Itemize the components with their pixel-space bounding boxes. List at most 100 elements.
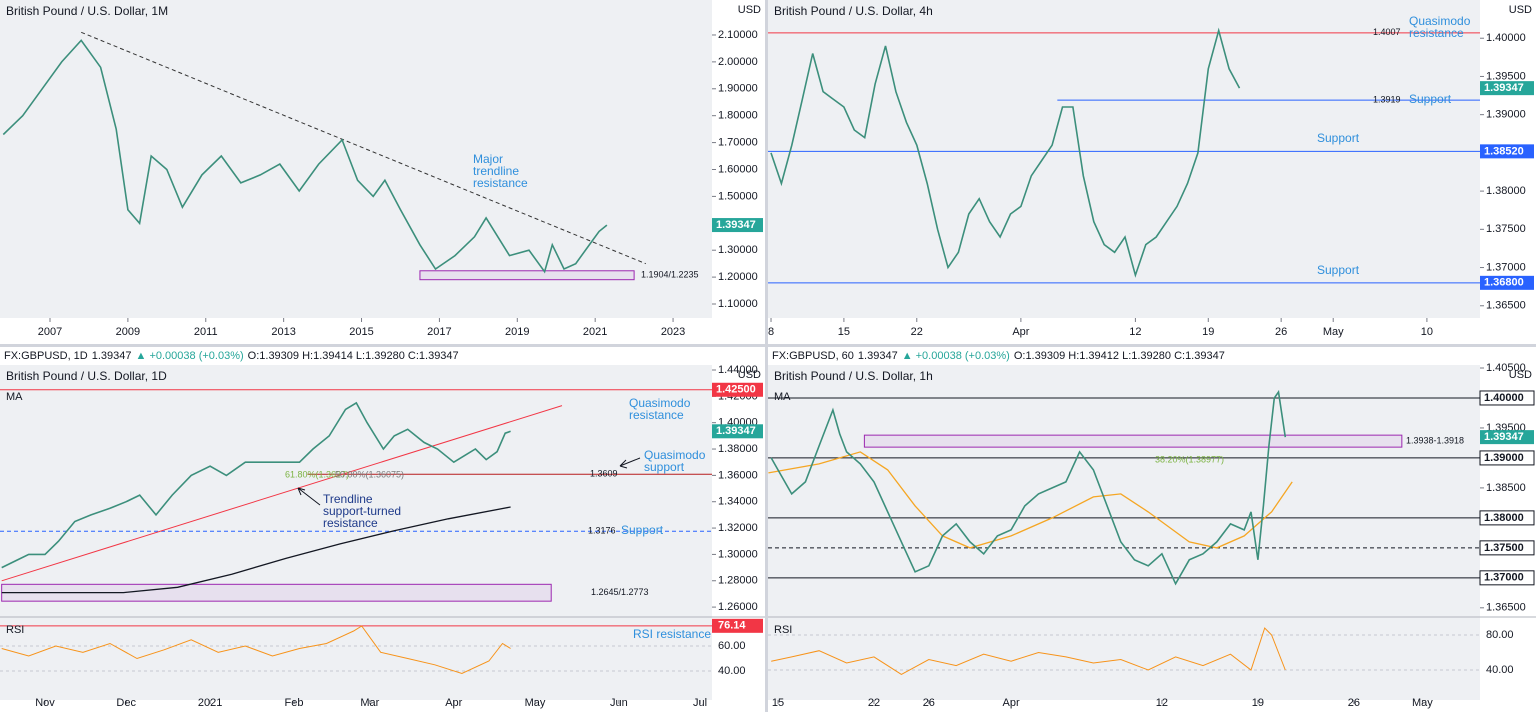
annotation: trendline xyxy=(473,164,519,178)
y-tick-label: 1.37500 xyxy=(1486,223,1526,235)
x-tick-label: 19 xyxy=(1252,697,1264,709)
level-label: 1.3609 xyxy=(590,469,618,479)
x-tick-label: 19 xyxy=(1202,326,1214,338)
x-tick-label: 22 xyxy=(911,326,923,338)
y-tick-label: 1.34000 xyxy=(718,496,758,508)
price-badge xyxy=(1479,450,1535,466)
zone-label: 1.3938-1.3918 xyxy=(1406,436,1464,446)
y-tick-label: 1.10000 xyxy=(718,298,758,310)
y-tick-label: 1.80000 xyxy=(718,110,758,122)
y-tick-label: 1.38000 xyxy=(718,443,758,455)
y-tick-label: 1.39000 xyxy=(1486,109,1526,121)
x-tick-label: May xyxy=(1323,326,1344,338)
price-badge-label: 1.38520 xyxy=(1484,145,1524,157)
level-label: 1.3919 xyxy=(1373,95,1401,105)
price-badge xyxy=(712,424,763,439)
annotation: support-turned xyxy=(323,504,401,518)
vertical-divider xyxy=(765,0,768,712)
ma-label: MA xyxy=(774,391,791,403)
price-badge xyxy=(1479,390,1535,406)
x-tick-label: 26 xyxy=(1275,326,1287,338)
price-line xyxy=(1,401,511,569)
y-tick-label: 1.26000 xyxy=(718,601,758,613)
plot-area xyxy=(768,365,1480,700)
x-tick-label: Dec xyxy=(116,697,136,709)
price-line xyxy=(770,389,1287,586)
annotation: 61.80%(1.3627) xyxy=(285,469,349,479)
y-tick-label: 1.90000 xyxy=(718,83,758,95)
y-tick-label: 1.44000 xyxy=(718,364,758,376)
annotation: Major xyxy=(473,152,503,166)
rsi-badge xyxy=(712,618,763,633)
moving-average xyxy=(1,506,511,594)
rsi-badge-label: 76.14 xyxy=(718,620,746,632)
annotation: resistance xyxy=(629,408,684,422)
rsi-label: RSI xyxy=(774,624,792,636)
price-badge-label: 1.36800 xyxy=(1484,277,1524,289)
price-pane xyxy=(768,27,1480,284)
x-tick-label: 8 xyxy=(768,326,774,338)
plot-area xyxy=(0,0,712,318)
x-tick-label: 2013 xyxy=(271,326,295,338)
x-tick-label: 2015 xyxy=(349,326,373,338)
price-line xyxy=(2,39,608,274)
annotation: Support xyxy=(621,523,664,537)
rsi-tick-label: 80.00 xyxy=(1486,629,1514,641)
y-tick-label: 1.36500 xyxy=(1486,602,1526,614)
x-tick-label: 2017 xyxy=(427,326,451,338)
price-badge xyxy=(1479,540,1535,556)
x-tick-label: Apr xyxy=(1003,697,1020,709)
header-price: 1.39347 xyxy=(858,350,898,362)
annotation: Support xyxy=(1317,131,1360,145)
rsi-tick-label: 60.00 xyxy=(718,640,746,652)
moving-average xyxy=(768,451,1293,549)
y-tick-label: 1.30000 xyxy=(718,244,758,256)
annotation: support xyxy=(644,460,685,474)
panel-title: British Pound / U.S. Dollar, 1D xyxy=(6,369,167,383)
price-pane xyxy=(768,389,1480,586)
annotation: Quasimodo xyxy=(1409,14,1471,28)
y-tick-label: 1.37000 xyxy=(1486,261,1526,273)
rsi-label: RSI xyxy=(6,624,24,636)
x-tick-label: 2009 xyxy=(116,326,140,338)
x-tick-label: 26 xyxy=(923,697,935,709)
price-badge xyxy=(1479,570,1535,586)
y-tick-label: 1.20000 xyxy=(718,271,758,283)
rsi-line xyxy=(1,625,511,675)
price-badge-label: 1.38000 xyxy=(1484,512,1524,524)
symbol-header: FX:GBPUSD, 1D 1.39347 ▲ +0.00038 (+0.03%) O… xyxy=(4,350,459,362)
symbol-header: FX:GBPUSD, 60 1.39347 ▲ +0.00038 (+0.03%) O… xyxy=(772,350,1225,362)
zone-box xyxy=(419,270,635,281)
zone-box xyxy=(863,434,1403,448)
x-tick-label: Jul xyxy=(693,697,707,709)
price-badge xyxy=(1479,510,1535,526)
panel-title: British Pound / U.S. Dollar, 1h xyxy=(774,369,933,383)
y-tick-label: 2.00000 xyxy=(718,56,758,68)
annotation: 38.20%(1.38977) xyxy=(1155,454,1224,464)
header-symbol: FX:GBPUSD, 60 xyxy=(772,350,854,362)
ma-label: MA xyxy=(6,391,23,403)
price-badge xyxy=(712,382,763,397)
y-tick-label: 1.32000 xyxy=(718,522,758,534)
plot-area xyxy=(768,0,1480,318)
y-tick-label: 1.50000 xyxy=(718,190,758,202)
trendline xyxy=(1,405,563,582)
zone-label: 1.2645/1.2773 xyxy=(591,587,649,597)
price-badge xyxy=(1480,430,1534,445)
horizontal-divider xyxy=(0,344,1536,347)
currency-label: USD xyxy=(738,369,761,381)
annotation: Quasimodo xyxy=(629,396,691,410)
price-badge-label: 1.42500 xyxy=(716,384,756,396)
price-badge xyxy=(712,218,763,233)
price-badge-label: 1.40000 xyxy=(1484,392,1524,404)
price-badge-label: 1.39347 xyxy=(1484,431,1524,443)
y-tick-label: 1.39500 xyxy=(1486,70,1526,82)
y-tick-label: 1.30000 xyxy=(718,548,758,560)
panel-title: British Pound / U.S. Dollar, 4h xyxy=(774,4,933,18)
x-tick-label: 2011 xyxy=(194,326,218,338)
price-badge xyxy=(1480,275,1534,290)
annotation: 50.00%(1.36075) xyxy=(335,469,404,479)
x-tick-label: 26 xyxy=(1348,697,1360,709)
header-ohlc: O:1.39309 H:1.39412 L:1.39280 C:1.39347 xyxy=(1014,350,1225,362)
